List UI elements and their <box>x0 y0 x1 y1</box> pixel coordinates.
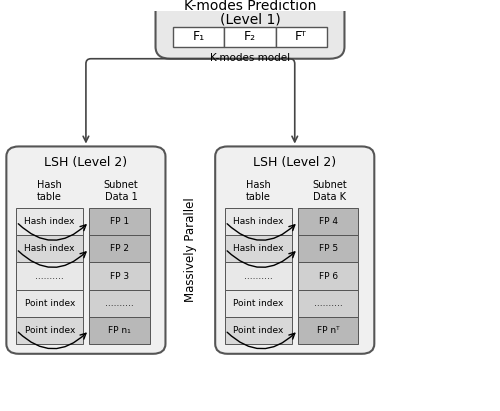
Bar <box>225 290 292 317</box>
Text: Hash
table: Hash table <box>246 180 270 202</box>
Text: Hash index: Hash index <box>24 217 75 226</box>
Bar <box>89 290 150 317</box>
Bar <box>225 317 292 344</box>
Bar <box>174 27 224 47</box>
Text: Subnet
Data K: Subnet Data K <box>312 180 347 202</box>
Text: K-modes model: K-modes model <box>210 53 290 63</box>
Bar <box>89 208 150 236</box>
Text: Point index: Point index <box>234 299 283 308</box>
Text: ..........: .......... <box>244 272 273 281</box>
Text: LSH (Level 2): LSH (Level 2) <box>44 157 128 169</box>
Text: K-modes Prediction: K-modes Prediction <box>184 0 316 13</box>
Text: FP 4: FP 4 <box>318 217 338 226</box>
Bar <box>298 317 358 344</box>
Bar <box>89 263 150 290</box>
Text: Hash index: Hash index <box>234 245 284 254</box>
Text: Fᵀ: Fᵀ <box>295 30 307 43</box>
Bar <box>16 208 83 236</box>
Bar <box>224 27 276 47</box>
Text: FP 5: FP 5 <box>318 245 338 254</box>
Text: Point index: Point index <box>24 326 75 335</box>
Text: Massively Parallel: Massively Parallel <box>184 198 197 302</box>
Text: FP 3: FP 3 <box>110 272 129 281</box>
Text: Hash index: Hash index <box>24 245 75 254</box>
Text: FP 6: FP 6 <box>318 272 338 281</box>
Text: Hash
table: Hash table <box>37 180 62 202</box>
FancyBboxPatch shape <box>6 146 166 354</box>
Text: Hash index: Hash index <box>234 217 284 226</box>
FancyBboxPatch shape <box>156 0 344 59</box>
Text: FP 2: FP 2 <box>110 245 129 254</box>
Bar <box>298 208 358 236</box>
Bar <box>225 263 292 290</box>
Text: (Level 1): (Level 1) <box>220 13 280 27</box>
Text: FP 1: FP 1 <box>110 217 129 226</box>
Bar <box>89 317 150 344</box>
Text: FP nᵀ: FP nᵀ <box>317 326 340 335</box>
Text: ..........: .......... <box>105 299 134 308</box>
Bar <box>16 290 83 317</box>
Bar <box>298 263 358 290</box>
Bar <box>298 290 358 317</box>
Text: Point index: Point index <box>234 326 283 335</box>
Text: ..........: .......... <box>36 272 64 281</box>
Bar <box>298 236 358 263</box>
Text: F₁: F₁ <box>193 30 205 43</box>
Bar <box>225 208 292 236</box>
Text: LSH (Level 2): LSH (Level 2) <box>253 157 336 169</box>
Text: FP n₁: FP n₁ <box>108 326 130 335</box>
Bar <box>225 236 292 263</box>
Bar <box>16 236 83 263</box>
Bar <box>276 27 326 47</box>
Text: F₂: F₂ <box>244 30 256 43</box>
FancyBboxPatch shape <box>215 146 374 354</box>
Bar <box>89 236 150 263</box>
Bar <box>16 317 83 344</box>
Text: ..........: .......... <box>314 299 342 308</box>
Text: Subnet
Data 1: Subnet Data 1 <box>104 180 138 202</box>
Text: Point index: Point index <box>24 299 75 308</box>
Bar <box>16 263 83 290</box>
